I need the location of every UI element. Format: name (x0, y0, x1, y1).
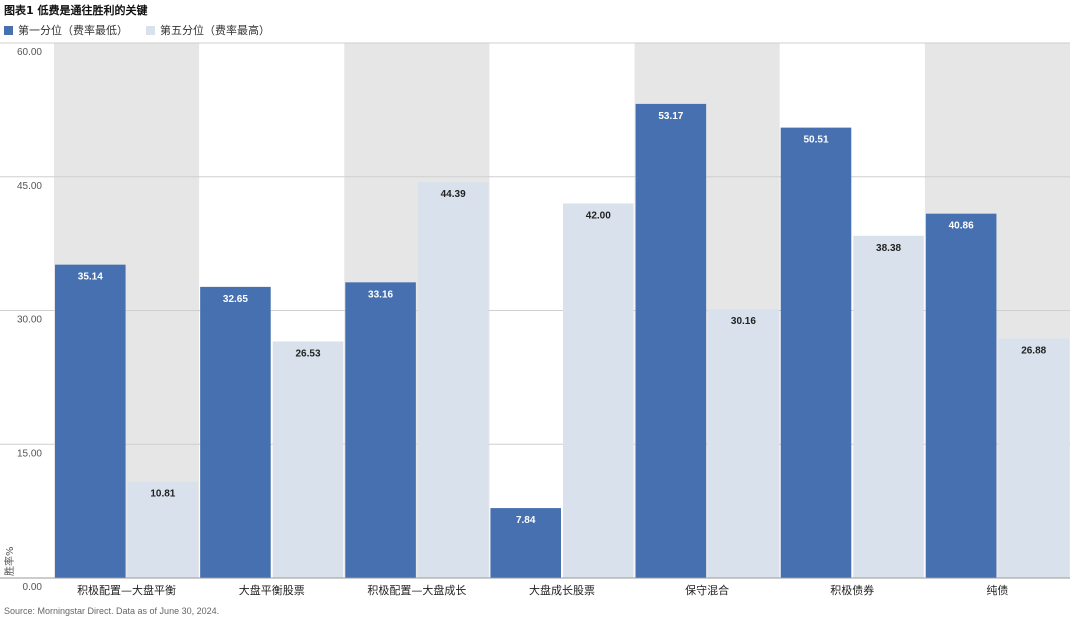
legend-label-series-2: 第五分位（费率最高） (160, 24, 270, 37)
y-axis-label: 胜率% (3, 546, 16, 576)
bar (853, 235, 924, 579)
source-note: Source: Morningstar Direct. Data as of J… (4, 606, 220, 616)
bar (272, 341, 344, 578)
legend-swatch-series-2 (146, 25, 155, 35)
y-tick-label: 45.00 (17, 181, 42, 192)
legend-item-series-1: 第一分位（费率最低） (4, 22, 128, 38)
legend-label-series-1: 第一分位（费率最低） (18, 24, 128, 37)
data-label: 30.16 (731, 316, 756, 327)
y-tick-label: 60.00 (17, 47, 42, 58)
legend-swatch-series-1 (4, 25, 13, 35)
data-label: 42.00 (586, 211, 611, 222)
bar (200, 286, 271, 578)
bar (345, 282, 416, 578)
x-category-label: 纯债 (986, 583, 1008, 597)
data-label: 38.38 (876, 243, 901, 254)
data-label: 33.16 (368, 289, 393, 300)
bar (55, 264, 126, 578)
data-label: 35.14 (78, 272, 103, 283)
y-tick-label: 15.00 (17, 448, 42, 459)
bar (780, 127, 852, 578)
x-category-label: 积极债券 (830, 583, 874, 597)
data-label: 10.81 (150, 489, 175, 500)
data-label: 7.84 (516, 515, 536, 526)
chart-legend: 第一分位（费率最低） 第五分位（费率最高） (4, 22, 270, 38)
y-tick-label: 0.00 (23, 582, 43, 593)
bar-chart: 0.00 15.00 30.00 45.00 60.00 胜率% 35.14 32.65 33.… (0, 42, 1070, 597)
x-category-label: 保守混合 (685, 583, 729, 597)
bar (127, 481, 199, 578)
chart-title: 图表1 低费是通往胜利的关键 (4, 4, 148, 17)
bar (417, 182, 489, 579)
bar (635, 103, 707, 579)
x-category-label: 积极配置—大盘平衡 (77, 583, 176, 597)
bar (490, 508, 561, 578)
bar (563, 203, 634, 578)
bar (708, 309, 779, 578)
data-label: 50.51 (803, 135, 828, 146)
y-tick-label: 30.00 (17, 315, 42, 326)
x-category-label: 大盘平衡股票 (239, 583, 305, 597)
bar (998, 338, 1069, 578)
data-label: 40.86 (949, 221, 974, 232)
bar (925, 213, 997, 579)
legend-item-series-2: 第五分位（费率最高） (146, 22, 270, 38)
data-label: 26.88 (1021, 345, 1046, 356)
data-label: 53.17 (658, 111, 683, 122)
x-category-label: 大盘成长股票 (529, 583, 595, 597)
data-label: 44.39 (441, 189, 466, 200)
data-label: 26.53 (295, 348, 320, 359)
x-category-label: 积极配置—大盘成长 (367, 583, 466, 597)
data-label: 32.65 (223, 294, 248, 305)
